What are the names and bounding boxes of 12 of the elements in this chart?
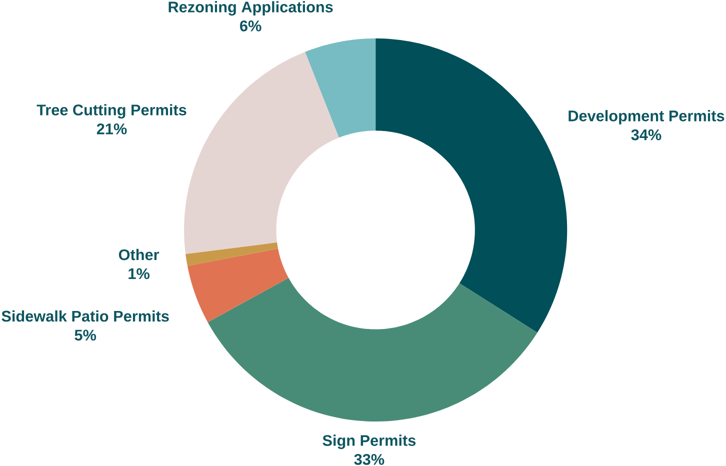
data-label: 1%	[128, 268, 150, 280]
slice-label: Sidewalk Patio Permits	[2, 310, 169, 322]
data-label: 21%	[96, 123, 127, 134]
slice-label: Development Permits	[568, 110, 724, 124]
slice-label: Sign Permits	[322, 434, 416, 450]
data-label: 33%	[354, 454, 384, 465]
data-label: 6%	[240, 20, 262, 32]
slice-label: Rezoning Applications	[168, 1, 333, 16]
data-label: 34%	[631, 129, 662, 140]
data-label: 5%	[74, 330, 96, 341]
slice-label: Tree Cutting Permits	[36, 104, 186, 119]
slice-label: Other	[118, 248, 160, 260]
